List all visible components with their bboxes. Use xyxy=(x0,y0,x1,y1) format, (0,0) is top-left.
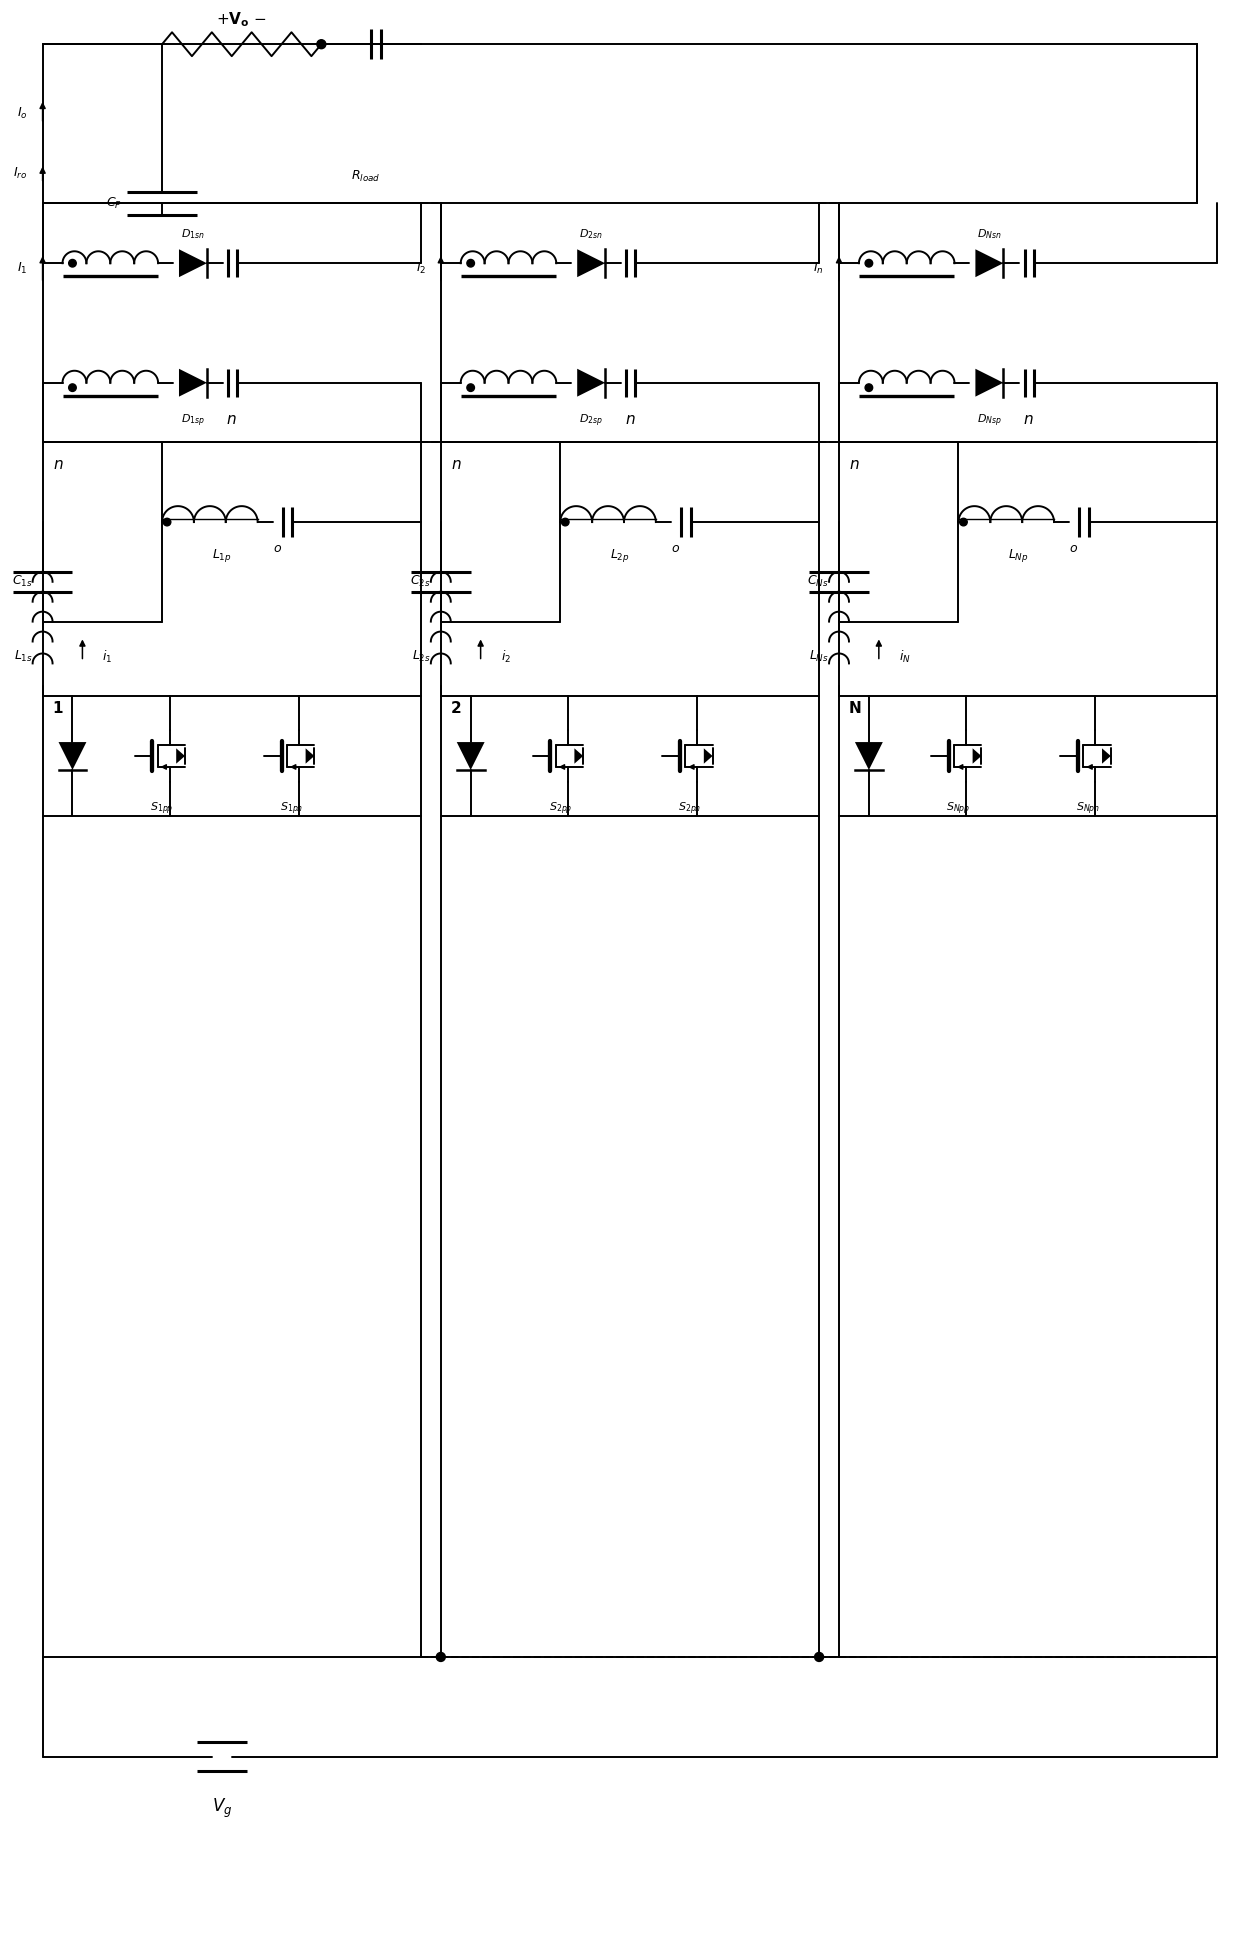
Circle shape xyxy=(68,384,76,392)
Text: $S_{1pp}$: $S_{1pp}$ xyxy=(150,802,174,817)
Text: $n$: $n$ xyxy=(227,412,237,427)
Text: $D_{1sn}$: $D_{1sn}$ xyxy=(181,227,205,241)
Text: $+\mathbf{V_o}$ $-$: $+\mathbf{V_o}$ $-$ xyxy=(217,10,267,29)
Text: $D_{1sp}$: $D_{1sp}$ xyxy=(181,412,205,429)
Text: $I_n$: $I_n$ xyxy=(813,261,825,276)
Polygon shape xyxy=(577,368,605,396)
Circle shape xyxy=(68,259,76,267)
Polygon shape xyxy=(854,743,883,770)
Text: 2: 2 xyxy=(451,702,461,715)
Text: $n$: $n$ xyxy=(451,457,461,472)
Text: $S_{Npn}$: $S_{Npn}$ xyxy=(1076,802,1100,817)
Text: $n$: $n$ xyxy=(52,457,63,472)
Text: $o$: $o$ xyxy=(1069,543,1079,555)
Circle shape xyxy=(815,1652,823,1662)
Circle shape xyxy=(164,517,171,525)
Text: $i_N$: $i_N$ xyxy=(899,649,910,664)
Text: $S_{Npp}$: $S_{Npp}$ xyxy=(946,802,971,817)
Polygon shape xyxy=(176,749,185,764)
Polygon shape xyxy=(1102,749,1111,764)
Text: $I_{ro}$: $I_{ro}$ xyxy=(14,167,27,180)
Text: $I_o$: $I_o$ xyxy=(17,106,27,122)
Text: $S_{1pn}$: $S_{1pn}$ xyxy=(280,802,303,817)
Text: $o$: $o$ xyxy=(671,543,681,555)
Text: $L_{Ns}$: $L_{Ns}$ xyxy=(810,649,830,664)
Text: $L_{2p}$: $L_{2p}$ xyxy=(610,547,630,564)
Polygon shape xyxy=(574,749,583,764)
Text: $C_{2s}$: $C_{2s}$ xyxy=(410,574,430,590)
Text: $i_2$: $i_2$ xyxy=(501,649,511,664)
Text: 1: 1 xyxy=(52,702,63,715)
Polygon shape xyxy=(179,249,207,276)
Circle shape xyxy=(467,259,475,267)
Circle shape xyxy=(866,384,873,392)
Text: N: N xyxy=(849,702,862,715)
Text: $o$: $o$ xyxy=(273,543,281,555)
Text: $D_{Nsp}$: $D_{Nsp}$ xyxy=(977,412,1002,429)
Polygon shape xyxy=(704,749,713,764)
Polygon shape xyxy=(976,249,1003,276)
Polygon shape xyxy=(976,368,1003,396)
Text: $S_{2pn}$: $S_{2pn}$ xyxy=(678,802,702,817)
Circle shape xyxy=(866,259,873,267)
Text: $C_{Ns}$: $C_{Ns}$ xyxy=(807,574,830,590)
Circle shape xyxy=(960,517,967,525)
Text: $L_{1s}$: $L_{1s}$ xyxy=(14,649,32,664)
Text: $S_{2pp}$: $S_{2pp}$ xyxy=(548,802,572,817)
Text: $L_{2s}$: $L_{2s}$ xyxy=(412,649,430,664)
Text: $I_1$: $I_1$ xyxy=(17,261,27,276)
Text: $C_{1s}$: $C_{1s}$ xyxy=(12,574,32,590)
Polygon shape xyxy=(58,743,87,770)
Polygon shape xyxy=(972,749,981,764)
Text: $V_g$: $V_g$ xyxy=(212,1795,232,1819)
Text: $L_{Np}$: $L_{Np}$ xyxy=(1008,547,1028,564)
Polygon shape xyxy=(179,368,207,396)
Text: $D_{2sn}$: $D_{2sn}$ xyxy=(579,227,603,241)
Circle shape xyxy=(436,1652,445,1662)
Circle shape xyxy=(467,384,475,392)
Text: $C_F$: $C_F$ xyxy=(107,196,123,212)
Polygon shape xyxy=(577,249,605,276)
Text: $n$: $n$ xyxy=(1023,412,1033,427)
Text: $n$: $n$ xyxy=(625,412,635,427)
Text: $L_{1p}$: $L_{1p}$ xyxy=(212,547,232,564)
Polygon shape xyxy=(305,749,315,764)
Circle shape xyxy=(562,517,569,525)
Text: $i_1$: $i_1$ xyxy=(103,649,113,664)
Text: $D_{2sp}$: $D_{2sp}$ xyxy=(579,412,603,429)
Text: $R_{load}$: $R_{load}$ xyxy=(351,169,381,184)
Circle shape xyxy=(317,39,326,49)
Text: $I_2$: $I_2$ xyxy=(415,261,425,276)
Polygon shape xyxy=(456,743,485,770)
Text: $n$: $n$ xyxy=(849,457,859,472)
Text: $D_{Nsn}$: $D_{Nsn}$ xyxy=(977,227,1002,241)
